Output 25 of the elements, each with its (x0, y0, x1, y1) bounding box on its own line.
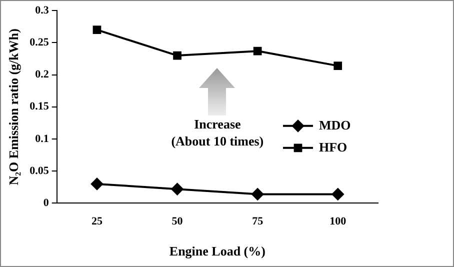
point (334, 62, 342, 70)
legend-label: HFO (319, 139, 348, 154)
y-tick-label: 0.25 (30, 36, 50, 49)
legend-label: MDO (319, 117, 351, 132)
x-tick-label: 50 (172, 216, 184, 228)
y-tick-label: 0.2 (35, 68, 50, 81)
x-tick-label: 75 (252, 216, 264, 228)
x-axis-title: Engine Load (%) (169, 244, 266, 259)
annotation: Increase (194, 116, 241, 132)
point (171, 183, 184, 196)
point (332, 188, 344, 200)
y-tick-label: 0.3 (35, 4, 50, 16)
point (253, 46, 262, 56)
y-axis-title: N₂O Emission ratio (g/kWh) (6, 28, 22, 186)
y-tick-label: 0 (43, 197, 50, 210)
y-tick-label: 0.05 (30, 164, 50, 177)
x-tick-label: 25 (91, 216, 103, 228)
point (92, 26, 102, 34)
y-tick-label: 0.15 (30, 100, 50, 113)
point (173, 51, 182, 60)
point (90, 178, 103, 190)
x-tick-label: 100 (330, 216, 347, 228)
point (252, 188, 264, 200)
y-tick-label: 0.1 (35, 132, 49, 145)
annotation: (About 10 times) (171, 134, 264, 149)
